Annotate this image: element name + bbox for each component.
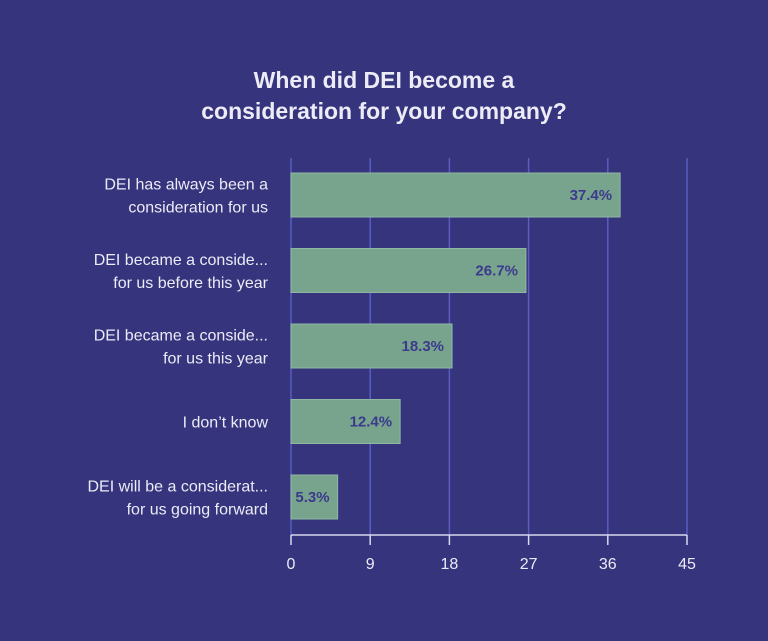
bar [290, 399, 401, 444]
x-tick-label: 36 [599, 556, 617, 573]
x-tick-label: 18 [441, 556, 459, 573]
data-label: 18.3% [401, 338, 444, 355]
category-label: DEI has always been a [104, 177, 268, 194]
data-label: 37.4% [570, 187, 613, 204]
data-label: 26.7% [475, 263, 518, 280]
x-tick-label: 9 [366, 556, 375, 573]
bar [290, 323, 453, 369]
category-label: for us this year [163, 351, 269, 368]
x-tick-label: 45 [678, 556, 696, 573]
data-label: 12.4% [350, 414, 393, 431]
category-label: for us before this year [113, 275, 268, 292]
chart-title-line-1: When did DEI become a [254, 67, 515, 93]
chart-title-line-2: consideration for your company? [201, 98, 567, 124]
bar [290, 248, 527, 293]
bar [290, 474, 339, 520]
category-label: I don’t know [183, 415, 269, 432]
x-tick-label: 0 [287, 556, 296, 573]
category-label: for us going forward [127, 502, 268, 519]
category-label: consideration for us [128, 200, 268, 217]
category-label: DEI will be a considerat... [87, 479, 268, 496]
data-label: 5.3% [295, 489, 329, 506]
category-label: DEI became a conside... [94, 252, 268, 269]
bar [290, 172, 621, 218]
category-label: DEI became a conside... [94, 328, 268, 345]
x-tick-label: 27 [520, 556, 538, 573]
